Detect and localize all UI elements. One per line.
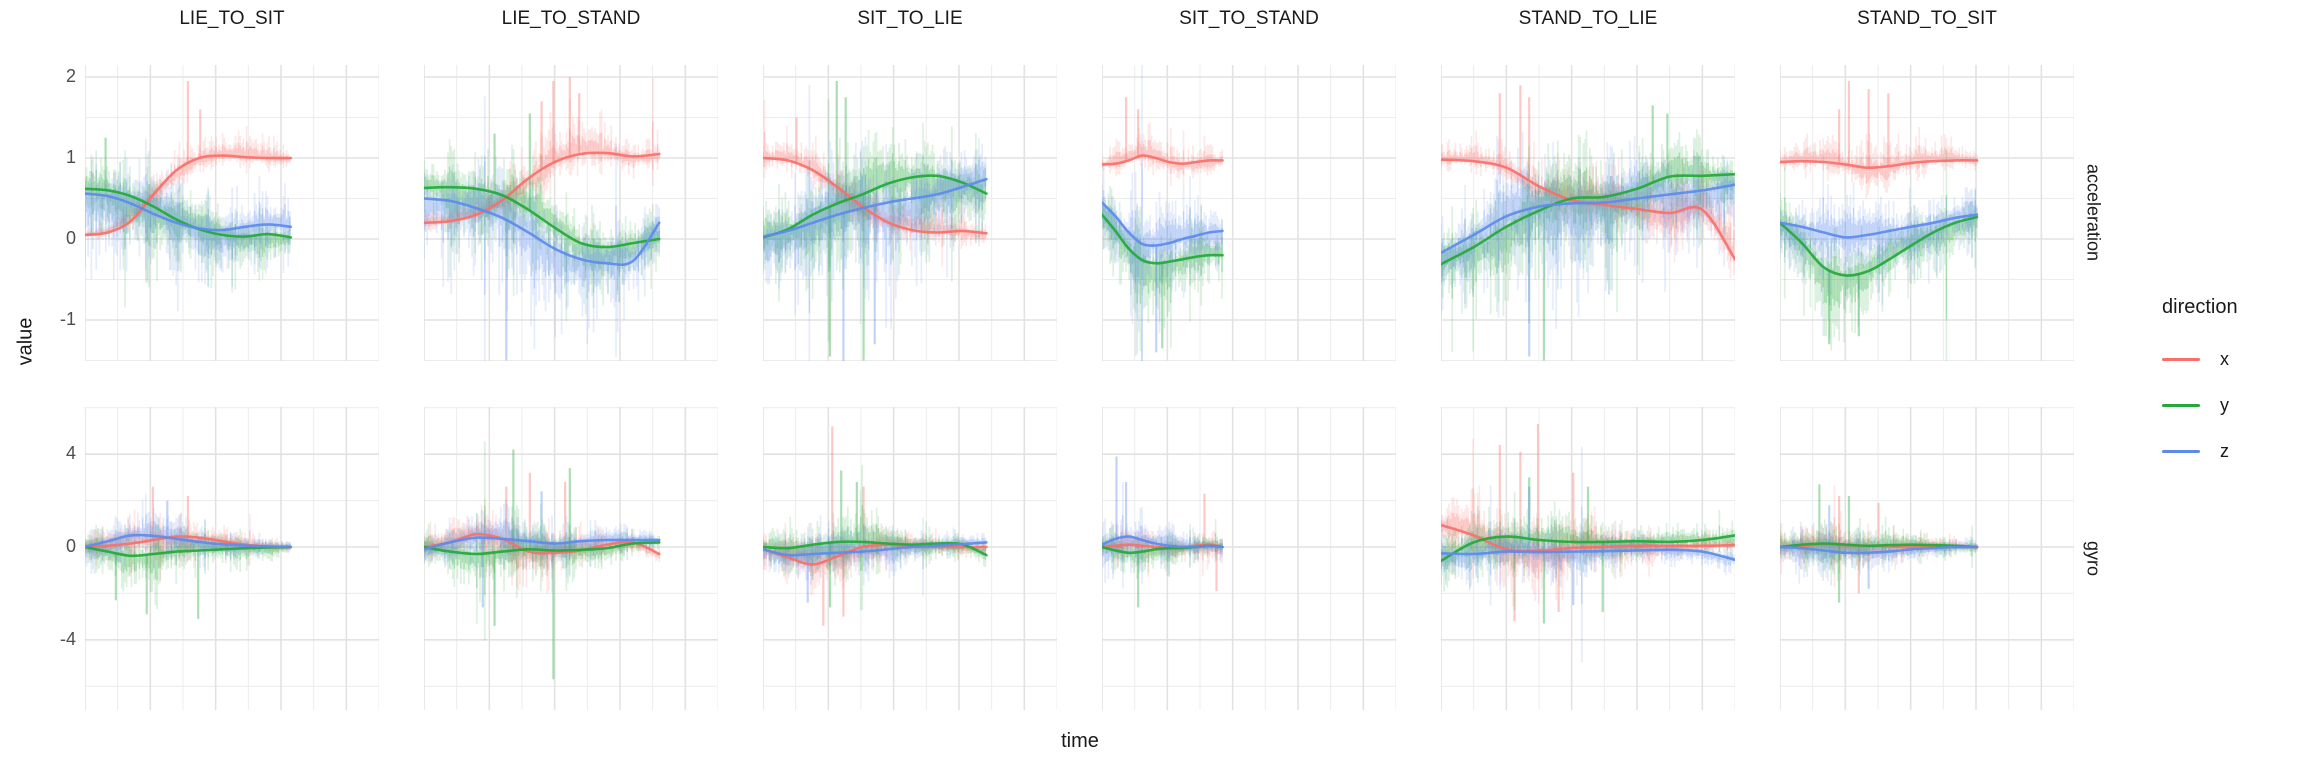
facet-row-strip-acceleration: acceleration: [2083, 164, 2104, 262]
smooth-line-y: [1441, 172, 1735, 266]
noise-z: [763, 84, 987, 361]
panel-STAND_TO_LIE-gyro: [1441, 407, 1735, 710]
y-tick-label-acceleration-1: 1: [65, 147, 76, 168]
panel-SIT_TO_LIE-gyro: [763, 407, 1057, 710]
y-tick-label-acceleration-0: 0: [65, 228, 76, 249]
panel-STAND_TO_SIT-acceleration: [1780, 65, 2074, 361]
y-tick-label-gyro-4: 4: [65, 443, 76, 464]
smooth-line-z: [85, 533, 293, 549]
y-tick-label-acceleration-2: 2: [65, 66, 76, 87]
gridlines: [1102, 407, 1396, 710]
panel-STAND_TO_LIE-acceleration: [1441, 65, 1735, 361]
legend-item-x: x: [2162, 347, 2302, 371]
smooth-line-x: [1780, 159, 1979, 170]
smooth-line-z: [85, 192, 293, 232]
legend-item-y: y: [2162, 393, 2302, 417]
smooth-line-z: [1780, 213, 1979, 239]
gridlines: [763, 65, 1057, 361]
gridlines: [1780, 65, 2074, 361]
noise-y: [424, 441, 661, 680]
panel-LIE_TO_SIT-acceleration: [85, 65, 379, 361]
noise-y: [1441, 105, 1735, 361]
y-axis-title: value: [14, 317, 37, 366]
gridlines: [1102, 65, 1396, 361]
smooth-line-z: [424, 197, 661, 267]
panel-SIT_TO_STAND-gyro: [1102, 407, 1396, 710]
smooth-line-x: [763, 543, 988, 566]
smooth-line-z: [1102, 201, 1224, 247]
gridlines: [1441, 407, 1735, 710]
smooth-line-y: [85, 545, 293, 558]
facet-title-sit-to-stand: SIT_TO_STAND: [1179, 8, 1319, 29]
smooth-line-y: [1441, 534, 1735, 563]
legend-label-y: y: [2220, 394, 2229, 415]
panel-SIT_TO_STAND-acceleration: [1102, 65, 1396, 361]
noise-y: [763, 81, 987, 361]
gridlines: [763, 407, 1057, 710]
legend: direction x y z: [2162, 296, 2302, 485]
panel-STAND_TO_SIT-gyro: [1780, 407, 2074, 710]
panel-SIT_TO_LIE-acceleration: [763, 65, 1057, 361]
smooth-line-z: [1102, 535, 1224, 549]
smooth-line-y: [763, 540, 988, 557]
facet-title-lie-to-sit: LIE_TO_SIT: [179, 8, 285, 29]
smooth-line-z: [1780, 545, 1979, 555]
smooth-line-z: [1441, 548, 1735, 562]
gridlines: [1780, 407, 2074, 710]
gridlines: [424, 407, 718, 710]
smooth-line-z: [1441, 183, 1735, 255]
gridlines: [1441, 65, 1735, 361]
legend-label-x: x: [2220, 348, 2229, 369]
legend-key-x: [2162, 357, 2200, 361]
smooth-line-x: [763, 156, 988, 235]
smooth-line-z: [763, 177, 988, 238]
facet-title-sit-to-lie: SIT_TO_LIE: [857, 8, 963, 29]
legend-key-y: [2162, 403, 2200, 407]
noise-y: [85, 137, 291, 308]
x-axis-title: time: [1061, 730, 1099, 752]
smooth-line-x: [85, 154, 293, 237]
gridlines: [85, 65, 379, 361]
smooth-line-z: [763, 541, 988, 557]
smooth-line-z: [424, 536, 661, 551]
facet-row-strip-gyro: gyro: [2083, 540, 2104, 576]
smooth-line-x: [1441, 523, 1735, 553]
legend-key-z: [2162, 449, 2200, 453]
smooth-line-y: [1780, 542, 1979, 549]
smooth-line-x: [1102, 154, 1224, 166]
panel-LIE_TO_STAND-acceleration: [424, 65, 718, 361]
smooth-line-x: [424, 532, 661, 556]
smooth-line-y: [424, 185, 661, 249]
y-tick-label-gyro-0: 0: [65, 536, 76, 557]
gridlines: [85, 407, 379, 710]
facet-title-stand-to-lie: STAND_TO_LIE: [1518, 8, 1658, 29]
legend-label-z: z: [2220, 440, 2229, 461]
smooth-line-y: [763, 174, 988, 239]
smooth-line-y: [424, 541, 661, 556]
y-tick-label-acceleration--1: -1: [59, 309, 76, 330]
smooth-line-y: [1102, 213, 1224, 265]
panel-LIE_TO_STAND-gyro: [424, 407, 718, 710]
panel-LIE_TO_SIT-gyro: [85, 407, 379, 710]
smooth-line-x: [424, 151, 661, 225]
y-tick-label-gyro--4: -4: [59, 628, 76, 649]
legend-item-z: z: [2162, 439, 2302, 463]
facet-title-lie-to-stand: LIE_TO_STAND: [501, 8, 641, 29]
noise-x: [1102, 97, 1223, 186]
facet-title-stand-to-sit: STAND_TO_SIT: [1857, 8, 1997, 29]
smooth-line-y: [1780, 215, 1979, 277]
legend-title: direction: [2162, 296, 2238, 318]
